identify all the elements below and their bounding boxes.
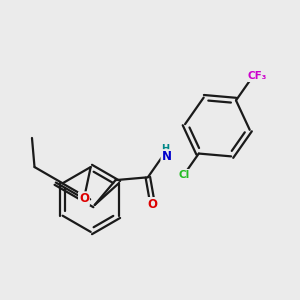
Text: Cl: Cl [178, 170, 190, 180]
Text: N: N [161, 150, 172, 163]
Text: O: O [148, 198, 158, 211]
Text: H: H [161, 144, 169, 154]
Text: CF₃: CF₃ [248, 71, 267, 81]
Text: O: O [79, 192, 89, 205]
